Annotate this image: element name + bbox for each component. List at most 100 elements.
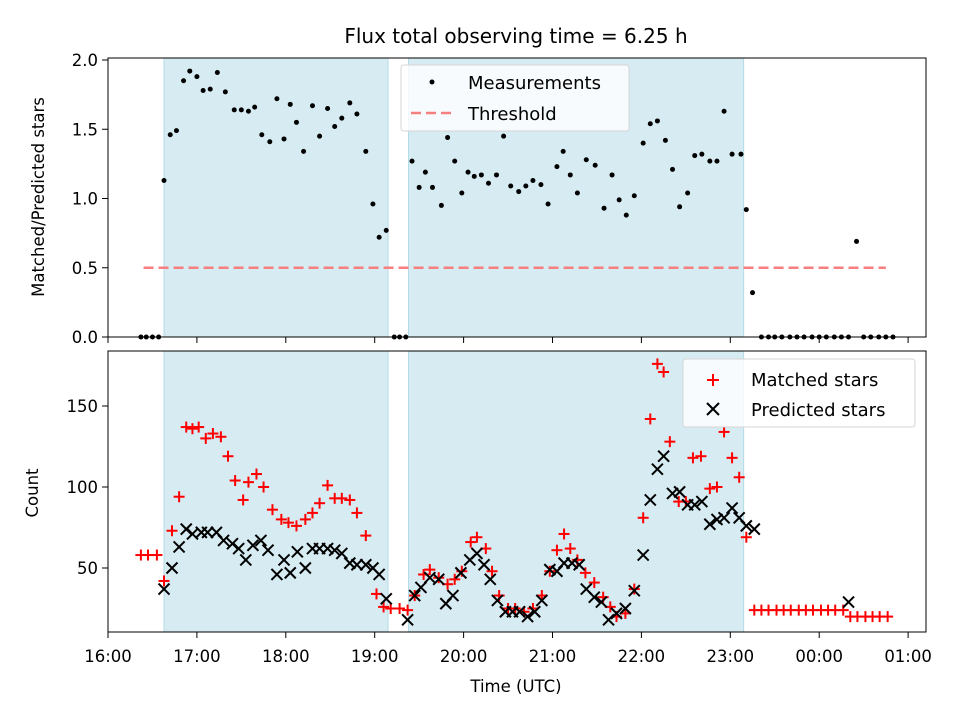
matched-star-point (588, 577, 600, 589)
measurement-point (274, 96, 280, 102)
predicted-star-point (254, 534, 268, 547)
measurement-point (339, 115, 345, 121)
measurement-point (465, 169, 471, 175)
measurement-point (238, 107, 244, 113)
predicted-star-point (673, 485, 686, 499)
legend-threshold-label: Threshold (467, 104, 557, 125)
measurement-point (194, 74, 200, 80)
matched-star-point (687, 452, 699, 464)
matched-star-point (704, 483, 716, 495)
predicted-star-point (477, 558, 491, 571)
predicted-star-point (535, 594, 549, 607)
predicted-star-point (172, 540, 186, 554)
matched-star-point (433, 572, 445, 584)
legend-measurements-label: Measurements (468, 73, 601, 94)
measurement-point (167, 132, 173, 138)
matched-star-point (544, 565, 556, 577)
matched-star-point (242, 476, 254, 488)
predicted-star-point (350, 558, 364, 571)
matched-star-point (564, 543, 576, 555)
predicted-star-point (246, 539, 260, 552)
predicted-star-point (588, 590, 601, 604)
predicted-star-point (644, 493, 657, 507)
predicted-star-point (201, 526, 214, 539)
measurement-point (438, 202, 444, 208)
measurement-point (493, 172, 499, 178)
measurement-point (623, 212, 629, 218)
matched-star-point (336, 492, 348, 504)
measurement-point (670, 166, 676, 172)
measurement-point (287, 101, 293, 107)
predicted-star-point (232, 542, 245, 555)
measurement-point (743, 207, 749, 213)
predicted-star-point (454, 566, 468, 580)
measurement-point (429, 184, 435, 190)
predicted-star-point (372, 568, 386, 581)
matched-star-point (290, 520, 302, 532)
measurement-point (452, 158, 458, 164)
predicted-star-point (446, 589, 460, 602)
measurement-point (508, 183, 514, 189)
predicted-star-point (688, 498, 701, 512)
predicted-star-point (842, 595, 855, 609)
bottom-plot-frame (107, 350, 927, 633)
predicted-star-point (291, 545, 304, 559)
top-y-tick-label: 2.0 (72, 51, 98, 70)
predicted-star-point (157, 582, 171, 596)
measurement-point (601, 205, 607, 211)
predicted-star-point (335, 547, 349, 560)
predicted-star-point (572, 558, 586, 571)
measurement-point (363, 148, 369, 154)
matched-star-point (360, 530, 372, 542)
predicted-star-point (470, 547, 484, 560)
predicted-star-point (595, 595, 608, 609)
predicted-star-point (284, 566, 297, 580)
predicted-star-point (521, 610, 534, 623)
measurement-point (370, 201, 376, 207)
matched-star-point (299, 513, 311, 525)
matched-star-point (237, 494, 249, 506)
predicted-star-point (261, 543, 275, 557)
measurement-point (259, 132, 265, 138)
predicted-star-point (299, 561, 312, 575)
measurement-point (554, 164, 560, 170)
measurement-point (609, 172, 615, 178)
x-tick-label: 21:00 (529, 647, 577, 666)
matched-star-point (222, 450, 234, 462)
top-panel: 0.00.51.01.52.0 Matched/Predicted stars … (29, 51, 927, 347)
matched-star-point (644, 413, 656, 425)
measurement-point (485, 180, 491, 186)
bottom-y-tick-label: 100 (67, 478, 99, 497)
measurement-point (309, 103, 315, 109)
matched-star-point (344, 494, 356, 506)
measurement-point (445, 135, 451, 141)
matched-star-point (322, 479, 334, 491)
bottom-y-tick-label: 150 (67, 397, 99, 416)
predicted-star-point (359, 558, 373, 571)
measurement-point (222, 89, 228, 95)
chart-title: Flux total observing time = 6.25 h (344, 24, 687, 48)
predicted-star-point (695, 495, 709, 508)
measurement-point (267, 139, 273, 145)
matched-star-point (551, 544, 563, 556)
matched-star-point (180, 421, 192, 433)
measurement-point (560, 148, 566, 154)
bottom-y-tick-label: 50 (77, 559, 98, 578)
matched-star-point (282, 517, 294, 529)
matched-star-point (314, 497, 326, 509)
matched-star-point (664, 436, 676, 448)
matched-star-point (229, 475, 241, 487)
measurement-point (173, 128, 179, 134)
measurement-point (647, 121, 653, 127)
x-tick-label: 20:00 (440, 647, 488, 666)
top-y-axis-label: Matched/Predicted stars (29, 97, 48, 297)
measurement-point (523, 183, 529, 189)
measurement-point (707, 158, 713, 164)
matched-star-point (173, 491, 185, 503)
matched-star-point (579, 567, 591, 579)
measurement-point (545, 201, 551, 207)
bottom-legend-box (682, 358, 916, 428)
measurement-point (721, 108, 727, 114)
measurement-point (574, 190, 580, 196)
measurement-point (478, 172, 484, 178)
